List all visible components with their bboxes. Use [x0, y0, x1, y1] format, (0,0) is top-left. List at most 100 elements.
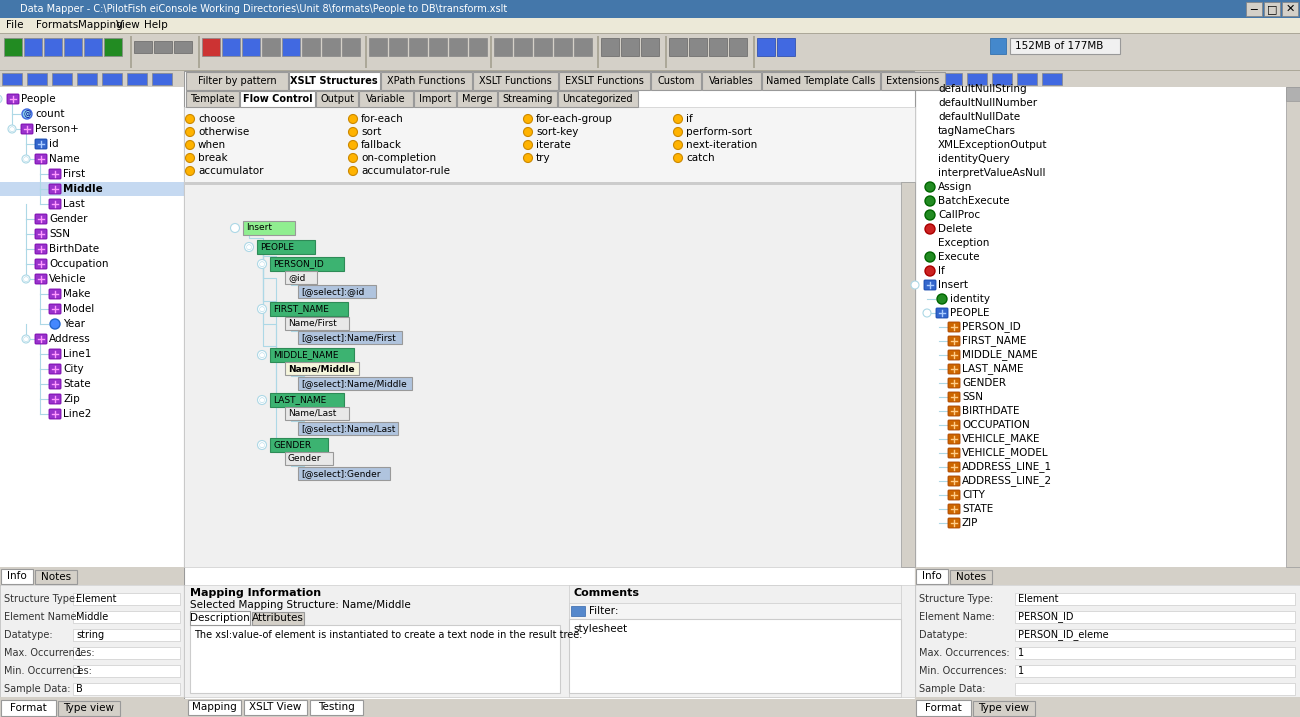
Text: LAST_NAME: LAST_NAME	[962, 364, 1023, 374]
Text: Description: Description	[190, 613, 250, 623]
Text: sort: sort	[361, 127, 381, 137]
Circle shape	[186, 141, 195, 150]
Bar	[0, 567, 185, 585]
FancyBboxPatch shape	[948, 476, 959, 486]
Text: Format: Format	[9, 703, 47, 713]
Text: [@select]:Name/Last: [@select]:Name/Last	[302, 424, 395, 433]
Bar	[571, 606, 585, 616]
Text: 1: 1	[75, 666, 82, 676]
Bar	[881, 72, 945, 90]
Text: Make: Make	[62, 289, 91, 299]
Bar	[534, 38, 552, 56]
FancyBboxPatch shape	[21, 124, 32, 134]
Text: ○: ○	[23, 276, 29, 282]
Circle shape	[348, 166, 358, 176]
Bar	[298, 285, 376, 298]
Text: Mapping Information: Mapping Information	[190, 588, 321, 598]
Bar	[1286, 87, 1300, 567]
Bar	[298, 331, 402, 344]
Bar	[285, 362, 359, 375]
Bar	[270, 393, 344, 407]
Circle shape	[22, 109, 32, 119]
Bar	[35, 570, 77, 584]
Bar	[1264, 2, 1280, 16]
Circle shape	[257, 260, 266, 268]
Text: PEOPLE: PEOPLE	[260, 242, 294, 252]
Text: Streaming: Streaming	[502, 94, 552, 104]
Text: catch: catch	[686, 153, 715, 163]
Text: People: People	[21, 94, 56, 104]
Text: BatchExecute: BatchExecute	[939, 196, 1010, 206]
Bar	[689, 38, 707, 56]
Text: Data Mapper - C:\PilotFish eiConsole Working Directories\Unit 8\formats\People t: Data Mapper - C:\PilotFish eiConsole Wor…	[20, 4, 507, 14]
Bar	[569, 603, 901, 619]
Text: Element Name:: Element Name:	[4, 612, 79, 622]
Bar	[597, 36, 599, 68]
Bar	[198, 36, 200, 68]
Bar	[473, 72, 559, 90]
Bar	[429, 38, 447, 56]
Bar	[777, 38, 796, 56]
Circle shape	[926, 182, 935, 192]
Circle shape	[230, 224, 239, 232]
FancyBboxPatch shape	[49, 184, 61, 194]
Bar	[916, 569, 948, 584]
Bar	[702, 72, 760, 90]
Bar	[494, 38, 512, 56]
Bar	[0, 87, 185, 567]
Bar	[558, 91, 638, 107]
Text: tagNameChars: tagNameChars	[939, 126, 1017, 136]
Bar	[188, 700, 240, 715]
Circle shape	[673, 115, 682, 123]
Text: [@select]:Gender: [@select]:Gender	[302, 469, 381, 478]
Text: when: when	[198, 140, 226, 150]
Bar	[575, 38, 592, 56]
Text: Last: Last	[62, 199, 84, 209]
Bar	[186, 91, 239, 107]
Bar	[270, 438, 328, 452]
Bar	[282, 38, 300, 56]
Text: next-iteration: next-iteration	[686, 140, 757, 150]
Bar	[52, 73, 72, 85]
Circle shape	[524, 128, 533, 136]
Text: XSLT Functions: XSLT Functions	[480, 76, 552, 86]
Bar	[242, 38, 260, 56]
Bar	[915, 697, 1300, 717]
Bar	[64, 38, 82, 56]
Bar	[270, 257, 344, 271]
Text: Insert: Insert	[246, 224, 272, 232]
Text: Model: Model	[62, 304, 94, 314]
Bar	[202, 38, 220, 56]
Bar	[243, 700, 307, 715]
FancyBboxPatch shape	[35, 259, 47, 269]
Text: accumulator-rule: accumulator-rule	[361, 166, 450, 176]
Text: Name/Middle: Name/Middle	[289, 364, 355, 373]
Bar	[757, 38, 775, 56]
Circle shape	[49, 319, 60, 329]
Bar	[298, 422, 398, 435]
Text: Notes: Notes	[40, 572, 72, 582]
Text: Line1: Line1	[62, 349, 91, 359]
Text: Sample Data:: Sample Data:	[4, 684, 70, 694]
Bar	[967, 73, 987, 85]
Bar	[972, 701, 1035, 716]
Text: Variable: Variable	[367, 94, 406, 104]
Circle shape	[186, 166, 195, 176]
Text: MIDDLE_NAME: MIDDLE_NAME	[962, 350, 1037, 361]
FancyBboxPatch shape	[924, 280, 936, 290]
Bar	[4, 38, 22, 56]
Text: Mapping: Mapping	[192, 702, 237, 712]
Text: The xsl:value-of element is instantiated to create a text node in the result tre: The xsl:value-of element is instantiated…	[194, 630, 582, 640]
Bar	[285, 271, 317, 284]
Circle shape	[524, 115, 533, 123]
Circle shape	[673, 141, 682, 150]
Bar	[915, 71, 1300, 87]
Bar	[916, 700, 971, 716]
Bar	[1282, 2, 1297, 16]
Text: accumulator: accumulator	[198, 166, 264, 176]
Text: City: City	[62, 364, 83, 374]
Bar	[127, 73, 147, 85]
Text: 1: 1	[1018, 648, 1024, 658]
Bar	[458, 91, 497, 107]
Bar	[185, 71, 915, 717]
